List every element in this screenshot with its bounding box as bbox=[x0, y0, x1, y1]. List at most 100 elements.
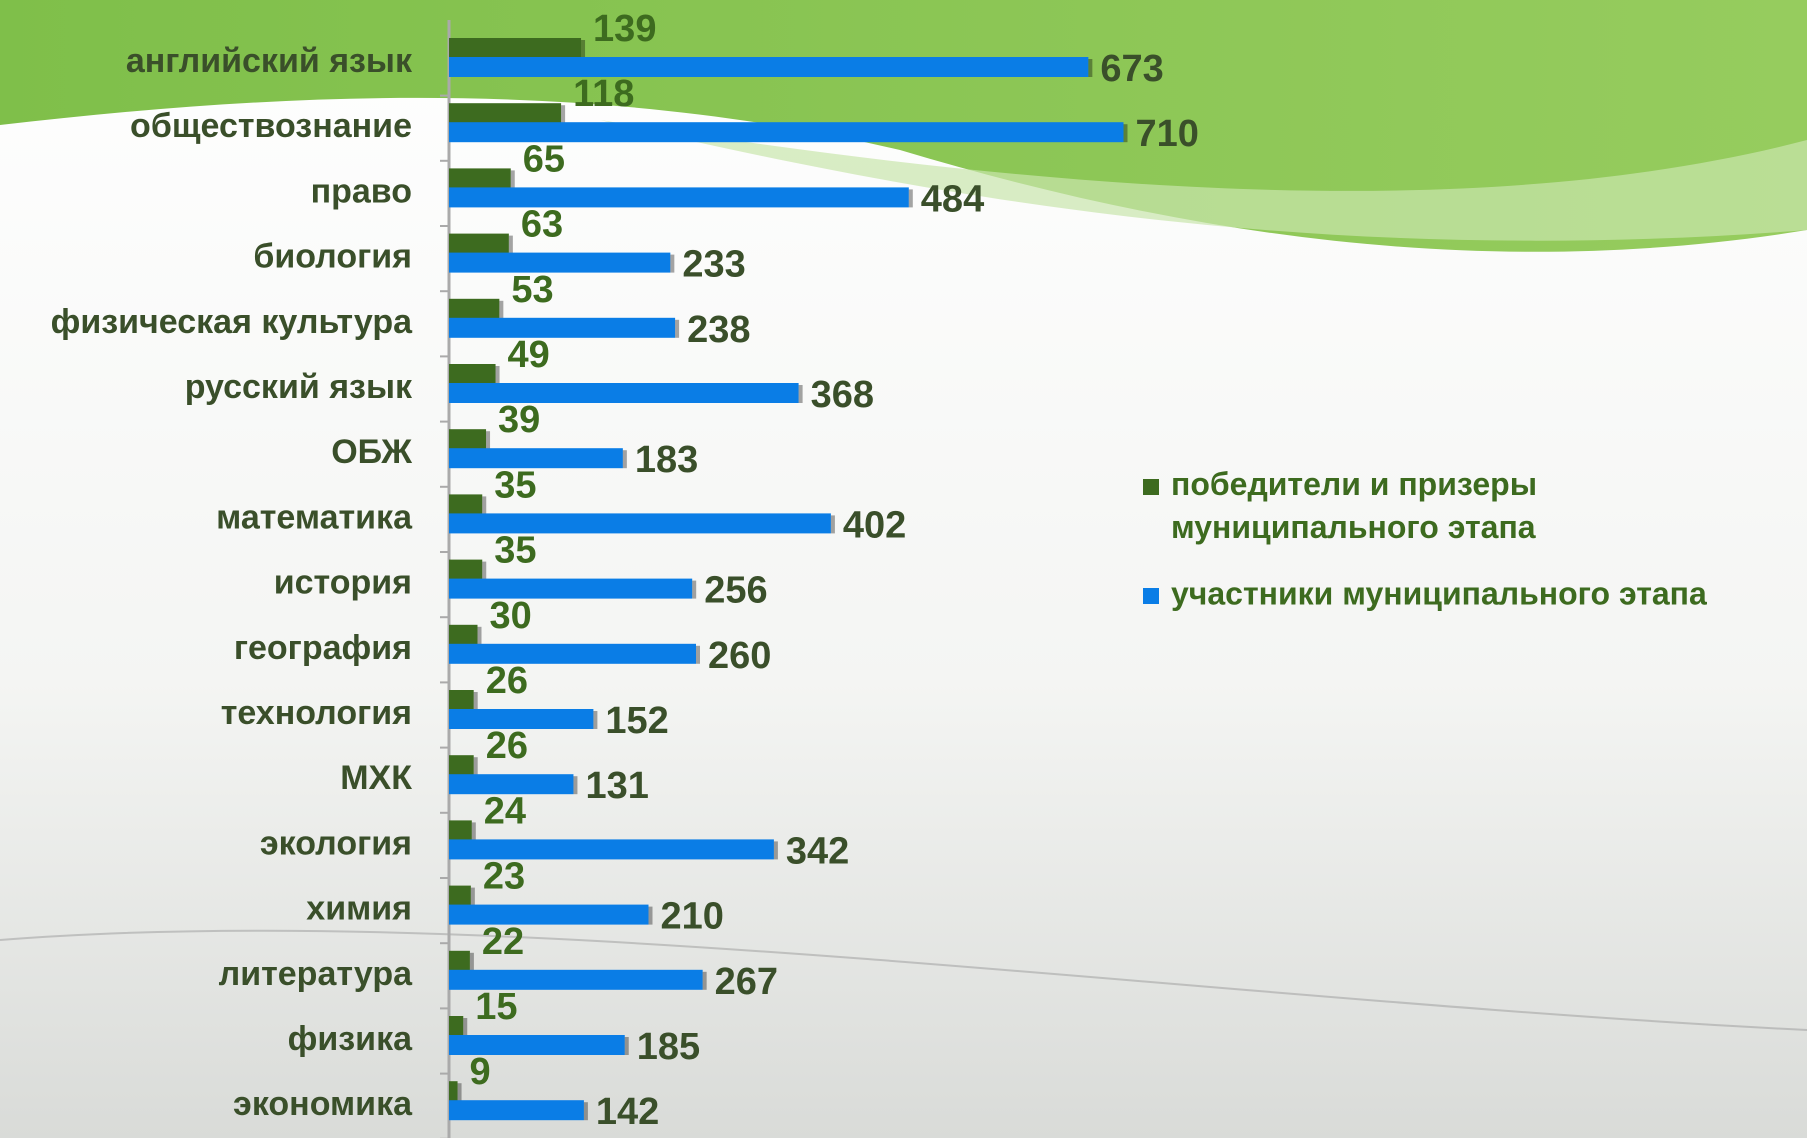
bar bbox=[449, 1035, 625, 1055]
bar-side bbox=[1123, 124, 1128, 143]
value-label: 238 bbox=[687, 309, 750, 351]
bar-side bbox=[561, 105, 566, 124]
bar-side bbox=[463, 1018, 468, 1036]
value-label: 26 bbox=[486, 725, 528, 767]
bar-side bbox=[510, 170, 515, 189]
bar-side bbox=[583, 1102, 588, 1121]
bar-side bbox=[473, 757, 478, 776]
value-label: 23 bbox=[483, 856, 525, 898]
value-label: 673 bbox=[1100, 48, 1163, 90]
bar-side bbox=[486, 431, 491, 450]
value-label: 65 bbox=[523, 138, 565, 180]
value-label: 35 bbox=[494, 530, 536, 572]
bar bbox=[449, 494, 483, 515]
value-label: 267 bbox=[715, 961, 778, 1003]
value-label: 30 bbox=[490, 595, 532, 637]
bar-side bbox=[477, 626, 482, 645]
category-label: английский язык bbox=[126, 42, 413, 80]
wave-light bbox=[600, 120, 1807, 241]
category-label: технология bbox=[221, 694, 412, 732]
value-label: 233 bbox=[682, 244, 745, 286]
legend-swatch bbox=[1143, 479, 1159, 495]
bar-side bbox=[482, 561, 487, 580]
bar-side bbox=[675, 319, 680, 338]
category-label: экология bbox=[260, 824, 412, 862]
bar bbox=[449, 298, 500, 319]
value-label: 26 bbox=[486, 660, 528, 702]
bar bbox=[449, 252, 671, 273]
category-label: биология bbox=[253, 238, 412, 276]
bar-side bbox=[702, 971, 707, 990]
bar bbox=[449, 364, 496, 384]
category-label: география bbox=[234, 629, 412, 667]
bar bbox=[449, 1100, 584, 1121]
bar bbox=[449, 1016, 464, 1036]
value-label: 15 bbox=[475, 986, 517, 1028]
value-label: 210 bbox=[661, 896, 724, 938]
value-label: 9 bbox=[470, 1051, 491, 1093]
bar bbox=[449, 559, 483, 580]
category-label: химия bbox=[306, 890, 412, 928]
bar-side bbox=[457, 1083, 462, 1102]
bar-side bbox=[581, 40, 586, 58]
bar-side bbox=[830, 515, 835, 534]
category-label: литература bbox=[219, 955, 413, 993]
bar-side bbox=[469, 952, 474, 971]
category-label: физическая культура bbox=[51, 303, 413, 341]
bar-side bbox=[573, 776, 578, 795]
value-label: 53 bbox=[511, 269, 553, 311]
bar bbox=[449, 969, 703, 990]
value-label: 342 bbox=[786, 830, 849, 872]
bar-side bbox=[798, 385, 803, 403]
value-label: 39 bbox=[498, 399, 540, 441]
value-label: 63 bbox=[521, 204, 563, 246]
bar bbox=[449, 317, 676, 338]
value-label: 402 bbox=[843, 504, 906, 546]
bar bbox=[449, 429, 487, 450]
value-label: 35 bbox=[494, 464, 536, 506]
bar-side bbox=[482, 496, 487, 515]
bar-side bbox=[624, 1037, 629, 1055]
bar bbox=[449, 690, 474, 710]
bar bbox=[449, 1081, 458, 1102]
bar-side bbox=[773, 841, 778, 860]
category-label: русский язык bbox=[185, 368, 413, 406]
category-label: экономика bbox=[233, 1085, 413, 1123]
bar bbox=[449, 448, 623, 469]
bar-side bbox=[593, 711, 598, 729]
bar-side bbox=[622, 450, 627, 469]
bar-side bbox=[670, 254, 675, 273]
bar bbox=[449, 709, 594, 729]
legend-label: победители и призеры муниципального этапа bbox=[1171, 466, 1537, 545]
bar-side bbox=[471, 822, 476, 841]
bar-side bbox=[508, 235, 513, 254]
value-label: 24 bbox=[484, 790, 526, 832]
bar-side bbox=[696, 645, 700, 664]
bar bbox=[449, 578, 693, 599]
bar bbox=[449, 513, 831, 534]
value-label: 185 bbox=[637, 1026, 700, 1068]
value-label: 368 bbox=[811, 374, 874, 416]
category-label: обществознание bbox=[130, 107, 412, 145]
bar bbox=[449, 57, 1089, 77]
bar bbox=[449, 233, 509, 254]
category-label: математика bbox=[216, 498, 413, 536]
bar bbox=[449, 122, 1124, 143]
bar bbox=[449, 885, 471, 906]
value-label: 139 bbox=[593, 8, 656, 50]
legend-label: участники муниципального этапа bbox=[1171, 575, 1707, 611]
bar-side bbox=[908, 189, 913, 208]
bar-side bbox=[648, 906, 653, 925]
value-label: 22 bbox=[482, 921, 524, 963]
category-label: физика bbox=[288, 1020, 413, 1058]
bar-side bbox=[495, 366, 500, 384]
bar bbox=[449, 904, 649, 925]
bar bbox=[449, 187, 909, 208]
value-label: 710 bbox=[1136, 113, 1199, 155]
value-label: 152 bbox=[605, 700, 668, 742]
legend-swatch bbox=[1143, 588, 1159, 604]
bar bbox=[449, 820, 472, 841]
bar bbox=[449, 643, 696, 664]
value-label: 183 bbox=[635, 439, 698, 481]
